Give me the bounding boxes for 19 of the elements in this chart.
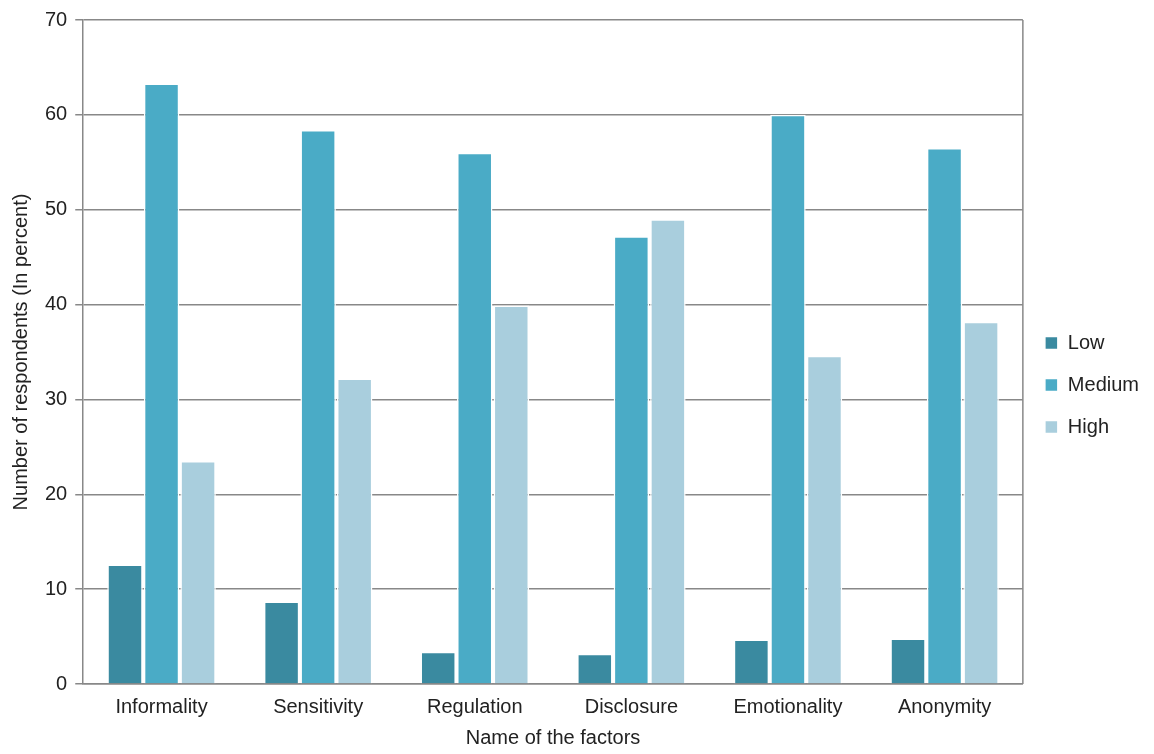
legend-label: High bbox=[1067, 414, 1110, 437]
y-tick-label: 30 bbox=[45, 386, 68, 409]
y-tick-label: 60 bbox=[45, 102, 68, 125]
y-tick-label: 20 bbox=[45, 481, 68, 504]
x-tick-label: Sensitivity bbox=[273, 694, 364, 717]
y-tick-label: 50 bbox=[45, 197, 68, 220]
x-tick-label: Anonymity bbox=[897, 694, 992, 717]
y-axis-title: Number of respondents (In percent) bbox=[8, 193, 31, 511]
legend-label: Medium bbox=[1067, 372, 1140, 395]
x-tick-label: Regulation bbox=[426, 694, 523, 717]
x-tick-label: Informality bbox=[115, 694, 208, 717]
x-tick-label: Disclosure bbox=[584, 694, 679, 717]
x-tick-label: Emotionality bbox=[733, 694, 843, 717]
y-tick-label: 10 bbox=[45, 576, 68, 599]
y-tick-label: 70 bbox=[45, 7, 68, 30]
x-axis-title: Name of the factors bbox=[465, 725, 641, 748]
y-tick-label: 0 bbox=[56, 671, 68, 694]
y-tick-label: 40 bbox=[45, 292, 68, 315]
legend-label: Low bbox=[1067, 330, 1106, 353]
